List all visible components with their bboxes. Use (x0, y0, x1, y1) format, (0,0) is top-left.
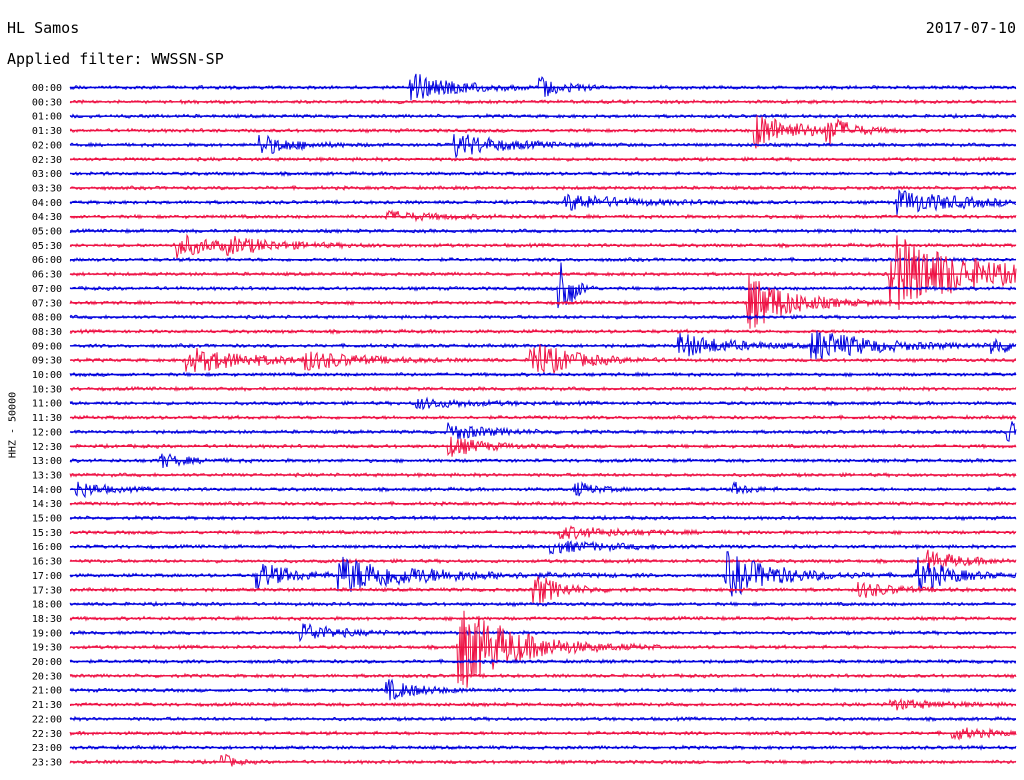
time-label: 13:00 (32, 456, 62, 467)
time-label: 08:30 (32, 327, 62, 338)
time-label: 21:30 (32, 700, 62, 711)
time-label: 18:00 (32, 600, 62, 611)
time-label: 03:30 (32, 183, 62, 194)
trace-line (69, 209, 1017, 223)
time-label: 15:30 (32, 528, 62, 539)
record-date: 2017-07-10 (925, 19, 1016, 37)
trace-line (69, 115, 1017, 149)
trace-line (69, 134, 1017, 159)
time-label: 16:30 (32, 557, 62, 568)
trace-line (69, 273, 1017, 329)
time-label: 04:30 (32, 212, 62, 223)
time-label: 09:00 (32, 341, 62, 352)
trace-line (69, 233, 1017, 259)
time-label: 06:30 (32, 270, 62, 281)
time-label: 17:30 (32, 585, 62, 596)
time-label: 14:30 (32, 499, 62, 510)
time-label: 11:30 (32, 413, 62, 424)
time-label: 12:30 (32, 442, 62, 453)
time-label: 09:30 (32, 356, 62, 367)
trace-line (69, 344, 1017, 376)
time-label: 20:30 (32, 671, 62, 682)
time-label: 23:00 (32, 743, 62, 754)
time-label: 08:00 (32, 313, 62, 324)
time-label: 04:00 (32, 198, 62, 209)
time-label: 05:00 (32, 227, 62, 238)
time-label: 00:00 (32, 83, 62, 94)
time-label: 22:30 (32, 729, 62, 740)
station-name: HL Samos (7, 19, 80, 37)
trace-line (69, 480, 1017, 499)
time-label: 15:00 (32, 514, 62, 525)
time-label: 18:30 (32, 614, 62, 625)
time-label: 11:00 (32, 399, 62, 410)
trace-rows: 00:00 00:30 01:00 01:30 02:00 02:30 03:00 03:30… (32, 73, 1017, 768)
time-label: 13:30 (32, 470, 62, 481)
time-label: 01:00 (32, 112, 62, 123)
time-label: 21:00 (32, 686, 62, 697)
time-label: 14:00 (32, 485, 62, 496)
filter-label: Applied filter: WWSSN-SP (7, 50, 224, 68)
time-label: 05:30 (32, 241, 62, 252)
time-label: 10:30 (32, 384, 62, 395)
time-label: 16:00 (32, 542, 62, 553)
time-label: 00:30 (32, 97, 62, 108)
time-label: 07:00 (32, 284, 62, 295)
trace-line (69, 753, 1017, 767)
time-label: 02:30 (32, 155, 62, 166)
time-label: 07:30 (32, 298, 62, 309)
time-label: 06:00 (32, 255, 62, 266)
time-label: 20:00 (32, 657, 62, 668)
time-label: 02:00 (32, 140, 62, 151)
trace-line (69, 576, 1017, 604)
time-label: 17:00 (32, 571, 62, 582)
time-label: 01:30 (32, 126, 62, 137)
trace-line (69, 330, 1017, 360)
time-label: 12:00 (32, 427, 62, 438)
trace-line (69, 184, 1017, 192)
time-label: 03:00 (32, 169, 62, 180)
time-label: 22:00 (32, 714, 62, 725)
time-label: 19:30 (32, 643, 62, 654)
time-label: 23:30 (32, 757, 62, 768)
time-label: 19:00 (32, 628, 62, 639)
time-label: 10:00 (32, 370, 62, 381)
